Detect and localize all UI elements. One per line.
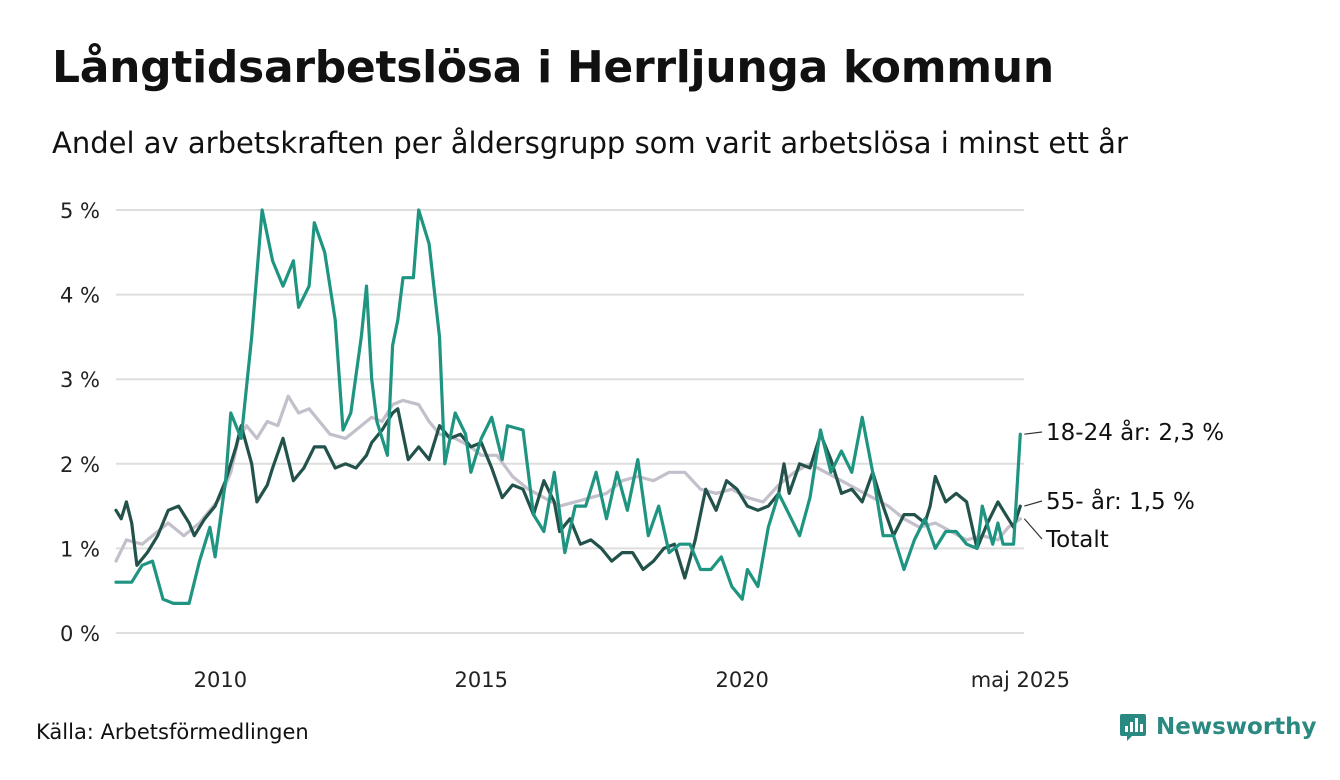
y-tick-label: 4 % [60,284,100,308]
brand-logo: Newsworthy [1118,712,1317,742]
chart-title: Långtidsarbetslösa i Herrljunga kommun [52,42,1054,93]
series-end-label: Totalt [1045,527,1109,553]
series-end-label: 55- år: 1,5 % [1046,487,1195,515]
series-end-label: 18-24 år: 2,3 % [1046,418,1224,446]
y-tick-label: 0 % [60,622,100,646]
x-tick-label: 2015 [455,668,508,692]
x-tick-label: maj 2025 [971,668,1070,692]
source-note: Källa: Arbetsförmedlingen [36,720,309,744]
y-tick-label: 2 % [60,453,100,477]
x-tick-label: 2010 [194,668,247,692]
y-tick-label: 3 % [60,368,100,392]
series-line [114,208,1022,605]
line-chart: 0 %1 %2 %3 %4 %5 % 2010 2015 2020 maj 2025 … [60,199,1224,692]
end-label-leader [1024,431,1043,435]
y-tick-label: 1 % [60,537,100,561]
x-tick-label: 2020 [715,668,768,692]
end-label-leader [1024,500,1043,507]
series-line [114,394,1022,563]
chart-subtitle: Andel av arbetskraften per åldersgrupp s… [52,126,1128,160]
brand-name: Newsworthy [1156,714,1317,740]
newsworthy-logo-icon [1120,714,1146,741]
y-tick-label: 5 % [60,199,100,223]
end-label-leader [1023,518,1043,540]
